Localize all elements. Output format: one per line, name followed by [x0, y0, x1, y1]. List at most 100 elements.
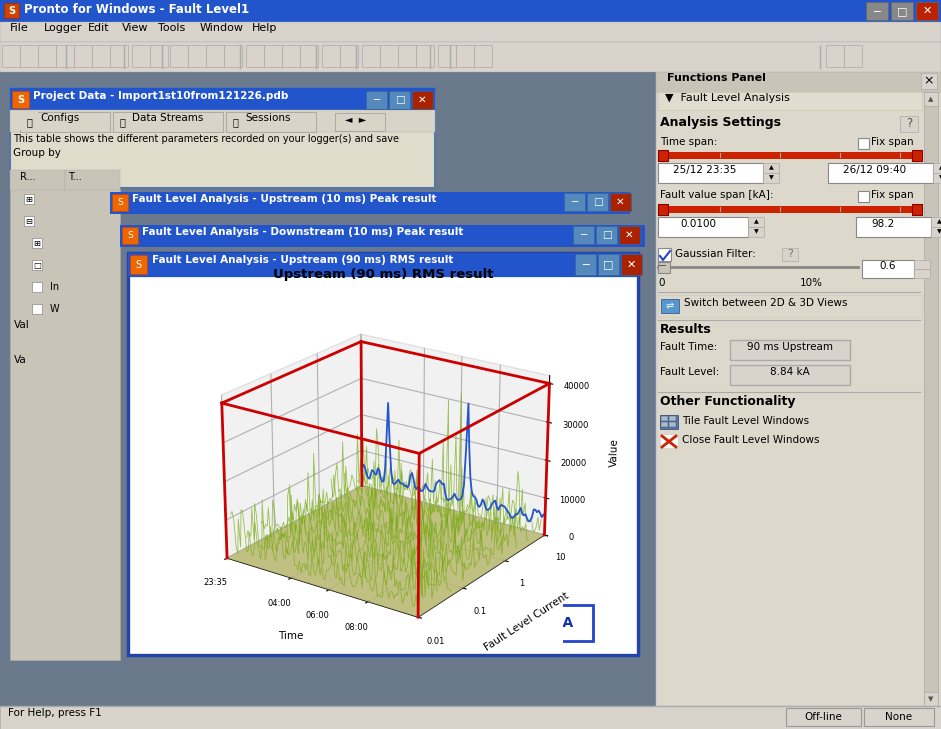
Text: ◄  ►: ◄ ► — [345, 115, 366, 125]
Text: Project Data - Import1st10from121226.pdb: Project Data - Import1st10from121226.pdb — [33, 91, 288, 101]
Bar — [914, 260, 930, 269]
Bar — [130, 255, 147, 274]
Text: □: □ — [601, 230, 612, 240]
Text: Group by: Group by — [13, 148, 61, 158]
Bar — [112, 194, 128, 211]
X-axis label: Time: Time — [279, 631, 304, 642]
Text: □: □ — [593, 197, 602, 207]
Bar — [412, 91, 433, 109]
Text: ⇌: ⇌ — [666, 301, 674, 311]
Bar — [866, 2, 888, 20]
Bar — [912, 204, 922, 215]
Bar — [4, 3, 19, 18]
Bar — [474, 45, 492, 67]
Text: Tools: Tools — [158, 23, 185, 33]
Bar — [282, 45, 300, 67]
Bar — [782, 248, 798, 261]
Bar — [0, 22, 941, 42]
Text: ▼: ▼ — [769, 176, 774, 181]
Text: S: S — [117, 198, 123, 207]
Bar — [10, 170, 65, 190]
Text: □: □ — [897, 6, 907, 16]
Text: ─: ─ — [582, 260, 589, 270]
Bar — [844, 45, 862, 67]
Bar — [2, 45, 20, 67]
Bar — [763, 173, 779, 183]
Bar — [858, 138, 869, 149]
Bar — [931, 227, 941, 237]
Bar — [924, 92, 938, 106]
Bar — [596, 226, 617, 244]
Bar — [113, 112, 223, 132]
Bar — [130, 277, 636, 653]
Text: ▲: ▲ — [754, 219, 758, 225]
Text: ⊞: ⊞ — [25, 195, 33, 203]
Text: □: □ — [394, 95, 405, 105]
Bar — [56, 45, 74, 67]
Bar — [933, 163, 941, 173]
Bar — [573, 226, 594, 244]
Text: Tile Fault Level Windows: Tile Fault Level Windows — [682, 416, 809, 426]
Text: T...: T... — [68, 172, 82, 182]
Text: ⊞: ⊞ — [34, 238, 40, 248]
Bar — [0, 72, 656, 706]
Bar — [864, 708, 934, 726]
Bar — [660, 415, 678, 429]
Text: Logger: Logger — [44, 23, 83, 33]
Text: Other Functionality: Other Functionality — [660, 395, 795, 408]
Text: S: S — [8, 6, 15, 15]
Text: Data Streams: Data Streams — [132, 113, 203, 123]
Bar — [128, 253, 638, 655]
Bar — [748, 217, 764, 227]
Text: 10%: 10% — [800, 278, 823, 288]
Bar — [246, 45, 264, 67]
Text: Edit: Edit — [88, 23, 109, 33]
Text: ▼: ▼ — [929, 696, 933, 702]
Text: □: □ — [603, 260, 614, 270]
Bar — [10, 110, 435, 132]
Text: R...: R... — [20, 172, 36, 182]
Bar — [10, 88, 435, 188]
Bar — [362, 45, 380, 67]
Text: ✕: ✕ — [625, 230, 634, 240]
Bar — [916, 2, 938, 20]
Bar — [748, 227, 764, 237]
Bar — [0, 42, 941, 72]
Text: In: In — [50, 282, 59, 292]
Bar — [206, 45, 224, 67]
Text: Analysis Settings: Analysis Settings — [660, 116, 781, 129]
Text: Pronto for Windows - Fault Level1: Pronto for Windows - Fault Level1 — [24, 3, 249, 16]
Bar — [660, 434, 678, 448]
Text: ?: ? — [906, 117, 912, 130]
Text: 🔧: 🔧 — [232, 117, 238, 127]
Bar — [856, 217, 931, 237]
Text: Switch between 2D & 3D Views: Switch between 2D & 3D Views — [684, 298, 848, 308]
Text: ▲: ▲ — [936, 219, 941, 225]
Bar — [24, 194, 34, 204]
Bar — [32, 238, 42, 248]
Bar — [335, 113, 385, 131]
Text: Fault Level:  8.84 kA: Fault Level: 8.84 kA — [413, 616, 573, 630]
Text: ✕: ✕ — [922, 6, 932, 16]
Text: Results: Results — [660, 323, 711, 336]
Bar — [914, 269, 930, 278]
Bar — [924, 692, 938, 706]
Bar — [619, 226, 640, 244]
Text: ▼: ▼ — [938, 176, 941, 181]
Text: Time span:: Time span: — [660, 137, 717, 147]
Text: For Help, press F1: For Help, press F1 — [8, 708, 102, 718]
Text: Val: Val — [14, 320, 30, 330]
Text: 0.6: 0.6 — [880, 261, 896, 271]
Text: ✕: ✕ — [616, 197, 625, 207]
Bar — [931, 217, 941, 227]
Bar — [564, 193, 585, 211]
Text: Off-line: Off-line — [804, 712, 842, 722]
Text: None: None — [885, 712, 913, 722]
Text: 26/12 09:40: 26/12 09:40 — [843, 165, 906, 175]
Bar — [24, 216, 34, 226]
Bar — [828, 163, 933, 183]
Bar — [438, 45, 456, 67]
Bar — [456, 45, 474, 67]
Bar — [224, 45, 242, 67]
Text: ─: ─ — [658, 260, 664, 270]
